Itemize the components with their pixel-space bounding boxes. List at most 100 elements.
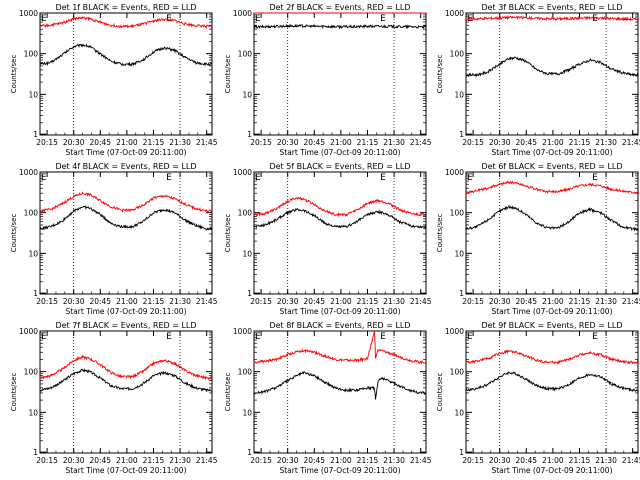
x-tick-label: 20:45 (89, 456, 111, 465)
panel-det-8: Det 8f BLACK = Events, RED = LLD 1 10 100 10… (224, 321, 432, 475)
x-tick-label: 20:30 (489, 138, 511, 147)
e-marker: E (255, 14, 261, 24)
x-tick-label: 20:45 (515, 138, 537, 147)
e-marker: E (467, 332, 473, 342)
y-tick-label: 1000 (233, 168, 252, 177)
panel-det-6: Det 6f BLACK = Events, RED = LLD 1 10 100 10… (436, 162, 640, 316)
y-tick-label: 100 (450, 209, 465, 218)
y-tick-label: 1 (247, 448, 252, 457)
x-tick-label: 21:45 (410, 138, 432, 147)
e-marker: E (255, 332, 261, 342)
x-tick-label: 20:15 (250, 138, 272, 147)
e-marker: E (255, 173, 261, 183)
y-tick-label: 1 (33, 289, 38, 298)
plot-frame (465, 330, 639, 454)
y-tick-label: 1 (459, 448, 464, 457)
x-tick-label: 21:30 (169, 138, 191, 147)
x-tick-label: 20:15 (462, 456, 484, 465)
series-events-line (465, 371, 639, 393)
x-axis-label: Start Time (07-Oct-09 20:11:00) (65, 307, 186, 316)
series-lld-line (465, 14, 639, 22)
y-axis-label: Counts/sec (224, 214, 232, 253)
series-events-line (465, 204, 639, 232)
y-tick-label: 1 (247, 289, 252, 298)
panel-title: Det 1f BLACK = Events, RED = LLD (55, 3, 196, 12)
x-tick-label: 20:15 (462, 138, 484, 147)
e-marker: E (166, 14, 172, 24)
x-tick-label: 20:15 (250, 297, 272, 306)
y-tick-label: 1000 (19, 9, 38, 18)
y-tick-label: 100 (24, 209, 39, 218)
series-events-line (253, 207, 427, 229)
x-tick-label: 21:45 (196, 456, 218, 465)
y-tick-label: 1 (33, 448, 38, 457)
x-tick-label: 20:30 (277, 297, 299, 306)
panel-title: Det 8f BLACK = Events, RED = LLD (269, 321, 410, 330)
plot-frame (465, 171, 639, 295)
e-marker: E (41, 332, 47, 342)
x-axis-label: Start Time (07-Oct-09 20:11:00) (65, 466, 186, 475)
x-tick-label: 21:00 (116, 456, 138, 465)
x-tick-label: 20:15 (36, 297, 58, 306)
x-axis-label: Start Time (07-Oct-09 20:11:00) (65, 148, 186, 157)
x-tick-label: 20:30 (63, 297, 85, 306)
x-tick-label: 21:00 (116, 297, 138, 306)
x-axis-label: Start Time (07-Oct-09 20:11:00) (491, 307, 612, 316)
panel-det-3: Det 3f BLACK = Events, RED = LLD 1 10 100 10… (436, 3, 640, 157)
x-tick-label: 21:45 (622, 456, 640, 465)
x-tick-label: 21:15 (143, 456, 165, 465)
e-marker: E (166, 332, 172, 342)
e-marker: E (166, 173, 172, 183)
y-tick-label: 100 (24, 368, 39, 377)
x-tick-label: 21:30 (595, 138, 617, 147)
x-tick-label: 21:00 (330, 297, 352, 306)
x-tick-label: 21:30 (595, 297, 617, 306)
x-tick-label: 21:15 (569, 138, 591, 147)
e-marker: E (41, 14, 47, 24)
series-lld-line (253, 196, 427, 218)
x-tick-label: 21:00 (116, 138, 138, 147)
x-tick-label: 21:45 (622, 138, 640, 147)
e-marker: E (380, 14, 386, 24)
y-tick-label: 10 (28, 408, 38, 417)
y-axis-label: Counts/sec (436, 55, 444, 94)
panel-title: Det 7f BLACK = Events, RED = LLD (55, 321, 196, 330)
x-tick-label: 20:15 (36, 138, 58, 147)
x-axis-label: Start Time (07-Oct-09 20:11:00) (279, 466, 400, 475)
x-tick-label: 21:15 (143, 138, 165, 147)
x-tick-label: 20:45 (303, 456, 325, 465)
series-events-line (39, 43, 213, 67)
x-tick-label: 20:45 (303, 297, 325, 306)
x-tick-label: 21:30 (595, 456, 617, 465)
x-tick-label: 21:45 (196, 297, 218, 306)
x-tick-label: 20:30 (277, 456, 299, 465)
e-marker: E (592, 14, 598, 24)
y-tick-label: 1000 (233, 327, 252, 336)
plot-frame (253, 12, 427, 136)
y-axis-label: Counts/sec (436, 373, 444, 412)
series-events-line (39, 367, 213, 393)
y-axis-label: Counts/sec (436, 214, 444, 253)
x-tick-label: 20:15 (36, 456, 58, 465)
series-events-line (39, 205, 213, 231)
x-tick-label: 21:00 (542, 297, 564, 306)
x-tick-label: 21:30 (383, 138, 405, 147)
x-tick-label: 21:30 (383, 297, 405, 306)
x-tick-label: 21:00 (542, 456, 564, 465)
plot-frame (39, 171, 213, 295)
plot-frame (39, 330, 213, 454)
y-tick-label: 100 (450, 368, 465, 377)
x-tick-label: 21:30 (383, 456, 405, 465)
y-axis-label: Counts/sec (224, 55, 232, 94)
series-events-line (253, 371, 427, 400)
panel-det-1: Det 1f BLACK = Events, RED = LLD 1 10 100 10… (10, 3, 218, 157)
x-tick-label: 21:00 (330, 138, 352, 147)
y-tick-label: 10 (454, 408, 464, 417)
plot-frame (253, 330, 427, 454)
y-tick-label: 10 (242, 408, 252, 417)
series-events-line (465, 56, 639, 78)
e-marker: E (41, 173, 47, 183)
y-tick-label: 1000 (445, 168, 464, 177)
y-tick-label: 1 (459, 130, 464, 139)
